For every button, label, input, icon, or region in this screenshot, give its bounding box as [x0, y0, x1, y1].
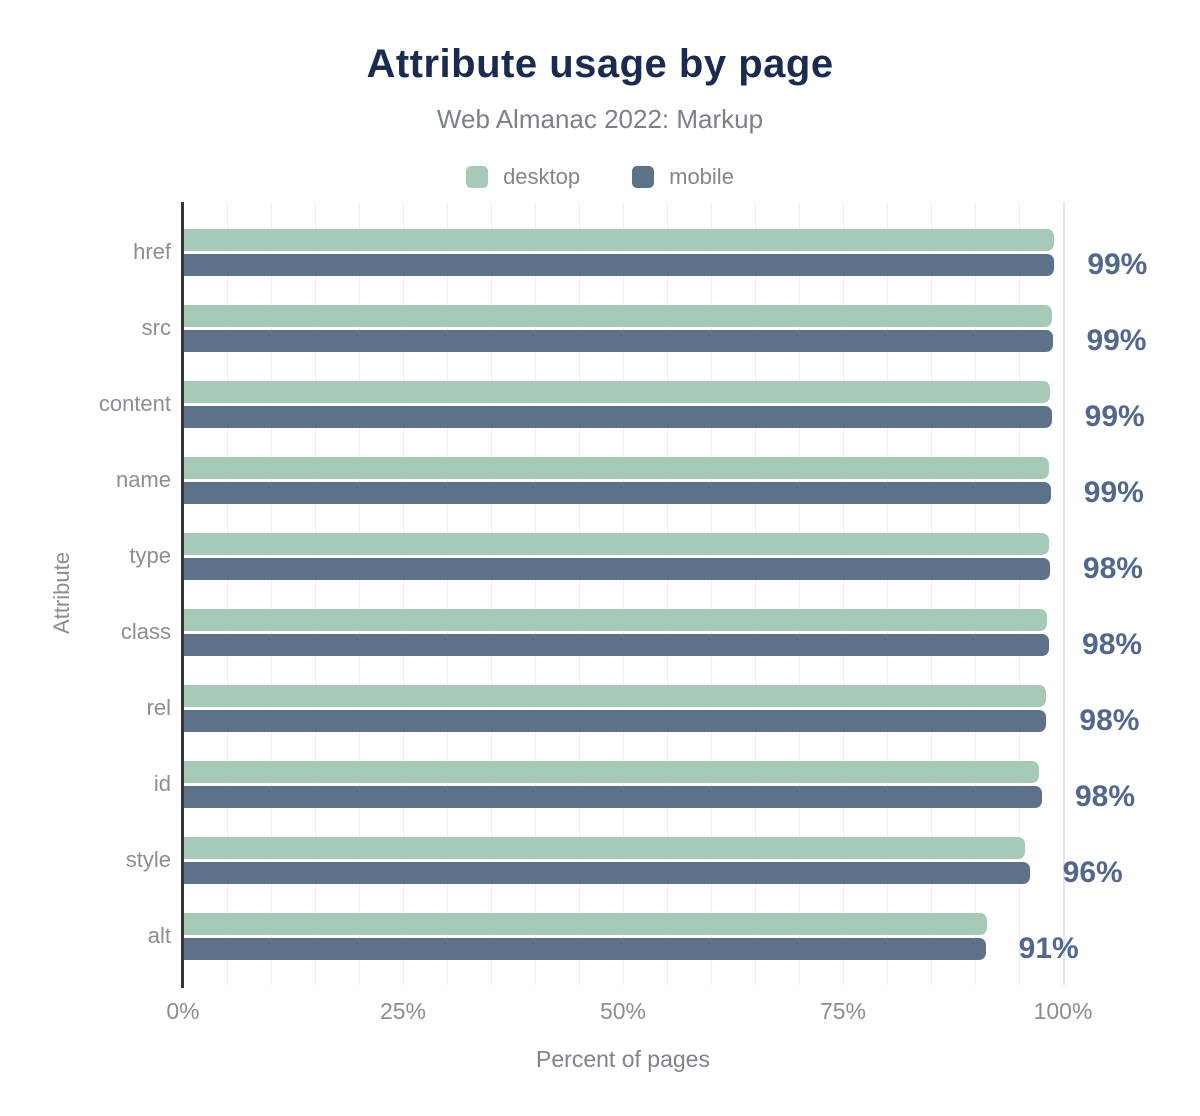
gridline [403, 202, 404, 985]
category-label-id: id [153, 771, 171, 796]
x-tick-label-25: 25% [379, 998, 427, 1024]
value-label-alt: 91% [1018, 932, 1079, 965]
bar-desktop-id [184, 761, 1040, 783]
bar-desktop-content [184, 381, 1050, 403]
bar-mobile-name [184, 482, 1051, 504]
legend-item-desktop[interactable]: desktop [466, 164, 580, 190]
gridline [1019, 202, 1020, 985]
bar-desktop-type [184, 533, 1050, 555]
value-label-rel: 98% [1079, 704, 1140, 737]
value-label-content: 99% [1084, 400, 1145, 433]
chart-title: Attribute usage by page [366, 42, 834, 86]
category-label-href: href [133, 239, 171, 264]
bar-desktop-class [184, 609, 1048, 631]
gridline [931, 202, 932, 985]
bar-mobile-src [184, 330, 1054, 352]
gridline [887, 202, 888, 985]
category-label-class: class [120, 619, 171, 644]
gridline [667, 202, 668, 985]
gridline [535, 202, 536, 985]
category-label-style: style [125, 847, 171, 872]
gridline [227, 202, 228, 985]
category-label-name: name [115, 467, 171, 492]
gridline [359, 202, 360, 985]
y-axis-title: Attribute [49, 552, 74, 634]
bar-desktop-name [184, 457, 1050, 479]
gridline [755, 202, 756, 985]
x-tick-label-75: 75% [819, 998, 867, 1024]
bar-desktop-rel [184, 685, 1046, 707]
category-label-src: src [141, 315, 171, 340]
legend-label-mobile: mobile [669, 164, 734, 189]
category-label-alt: alt [147, 923, 171, 948]
bar-mobile-style [184, 862, 1030, 884]
bar-desktop-style [184, 837, 1026, 859]
legend-swatch-desktop [466, 166, 489, 188]
gridline [711, 202, 712, 985]
gridline [623, 202, 624, 985]
value-label-style: 96% [1062, 856, 1123, 889]
legend-label-desktop: desktop [503, 164, 581, 189]
bar-mobile-rel [184, 710, 1047, 732]
bar-mobile-content [184, 406, 1052, 428]
legend: desktop mobile [0, 164, 1200, 190]
category-label-type: type [129, 543, 171, 568]
value-label-type: 98% [1082, 552, 1143, 585]
gridline [315, 202, 316, 985]
category-label-content: content [98, 391, 171, 416]
legend-swatch-mobile [632, 166, 655, 188]
gridline [491, 202, 492, 985]
chart-subtitle: Web Almanac 2022: Markup [436, 104, 764, 134]
bar-mobile-alt [184, 938, 986, 960]
gridline-100pct [1063, 202, 1065, 985]
value-label-class: 98% [1082, 628, 1143, 661]
y-axis-line [181, 202, 184, 988]
bar-desktop-href [184, 229, 1055, 251]
gridline [579, 202, 580, 985]
x-tick-label-50: 50% [599, 998, 647, 1024]
x-tick-label-100: 100% [1033, 998, 1093, 1024]
value-label-id: 98% [1075, 780, 1136, 813]
value-label-src: 99% [1086, 324, 1147, 357]
bar-mobile-class [184, 634, 1050, 656]
gridline [975, 202, 976, 985]
gridline [843, 202, 844, 985]
x-tick-label-0: 0% [166, 998, 200, 1024]
gridline [447, 202, 448, 985]
bar-mobile-id [184, 786, 1042, 808]
value-label-name: 99% [1083, 476, 1144, 509]
x-axis-title: Percent of pages [536, 1046, 710, 1072]
value-label-href: 99% [1087, 248, 1148, 281]
gridline [799, 202, 800, 985]
bar-mobile-type [184, 558, 1050, 580]
bar-desktop-alt [184, 913, 988, 935]
legend-item-mobile[interactable]: mobile [632, 164, 734, 190]
bar-desktop-src [184, 305, 1052, 327]
bar-mobile-href [184, 254, 1055, 276]
gridline [271, 202, 272, 985]
category-label-rel: rel [146, 695, 171, 720]
